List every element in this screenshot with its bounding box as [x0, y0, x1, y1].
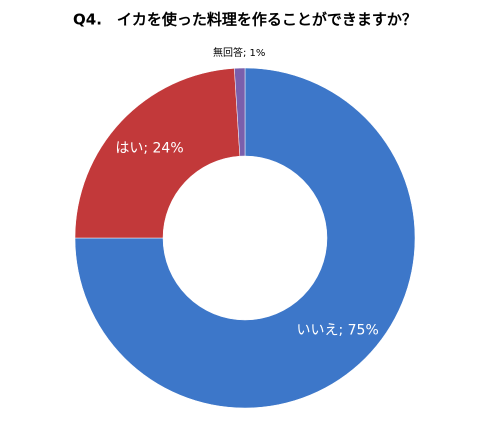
donut-segment — [234, 67, 246, 157]
donut-segment — [74, 67, 416, 409]
donut-segment — [74, 68, 241, 239]
data-label: いいえ; 75% — [296, 323, 378, 339]
data-label: 無回答; 1% — [213, 46, 265, 59]
data-label: はい; 24% — [115, 140, 183, 156]
chart-title: Q4. イカを使った料理を作ることができますか？ — [73, 11, 417, 29]
